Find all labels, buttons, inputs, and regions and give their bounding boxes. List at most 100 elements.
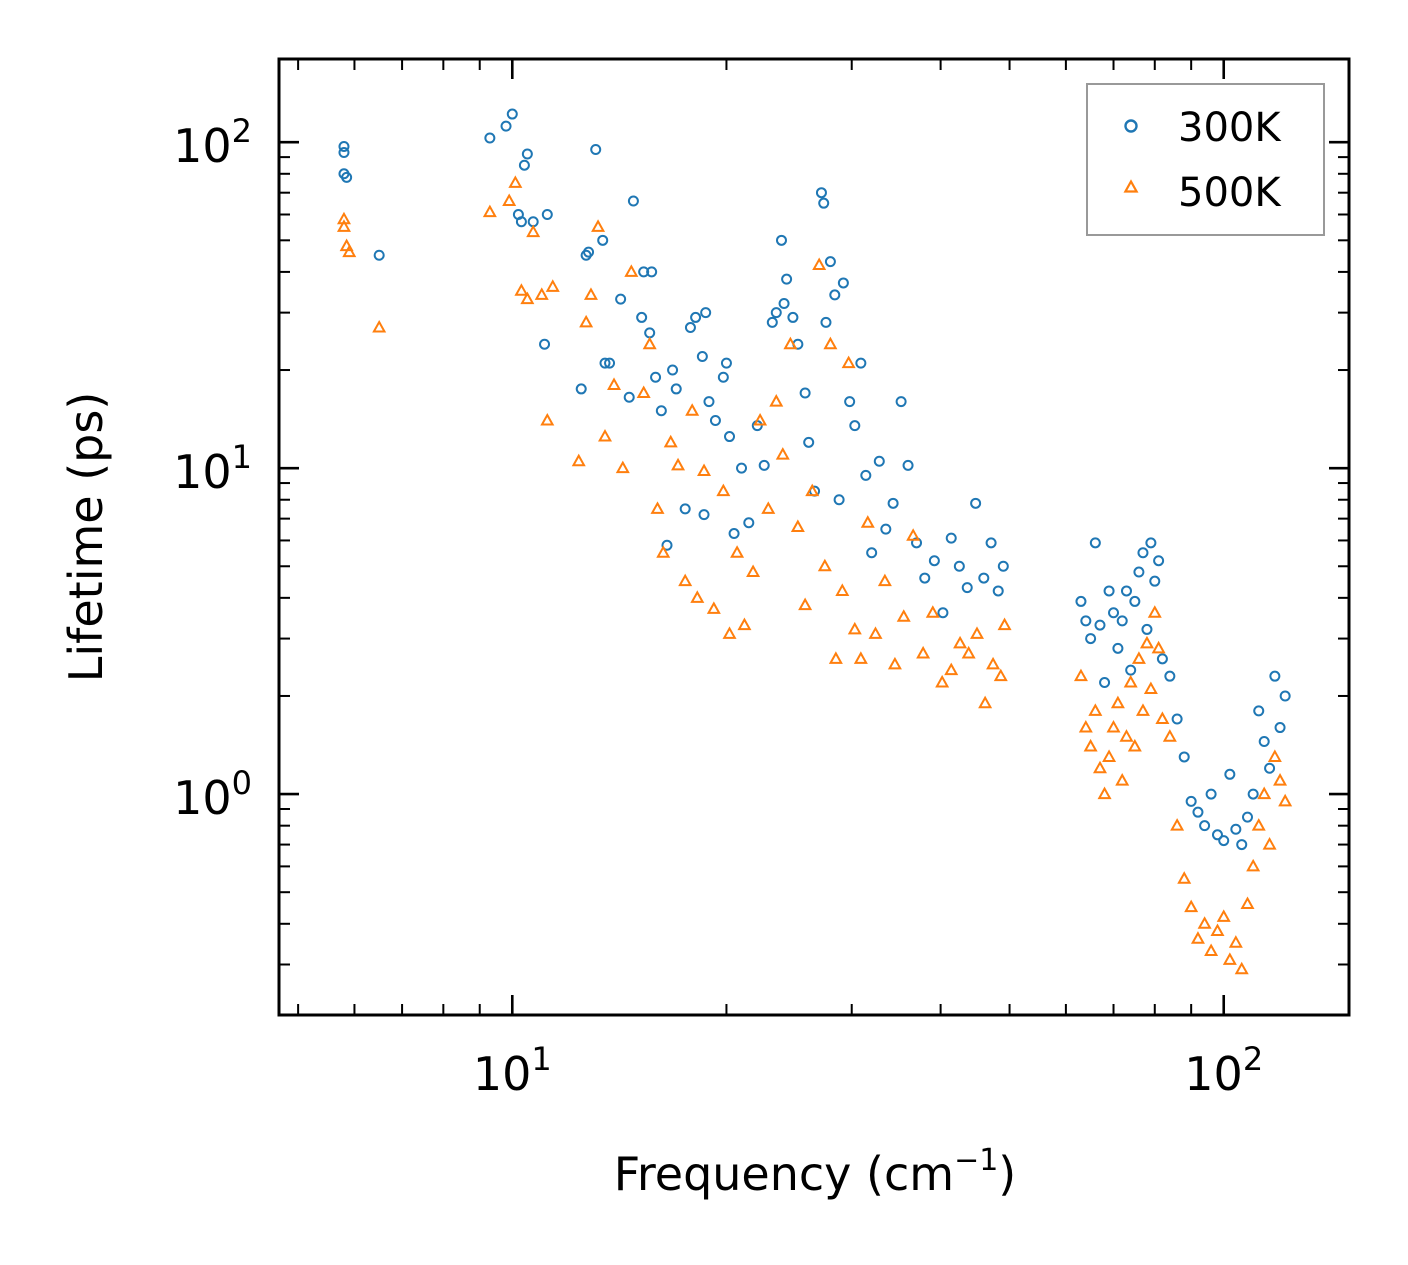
data-point <box>579 314 594 328</box>
data-point <box>1099 676 1111 688</box>
data-point <box>1273 773 1288 786</box>
data-point <box>650 371 662 383</box>
data-point <box>598 429 613 442</box>
data-point <box>541 209 553 221</box>
data-point <box>690 311 702 323</box>
data-point <box>1177 871 1192 884</box>
data-point <box>663 434 678 448</box>
data-point <box>1139 635 1154 649</box>
y-axis-title: Lifetime (ps) <box>59 392 113 683</box>
data-point <box>925 605 940 618</box>
data-point <box>937 607 949 619</box>
data-point <box>583 246 595 258</box>
data-point <box>1267 749 1282 762</box>
data-point <box>1115 773 1130 786</box>
data-point <box>661 539 673 551</box>
data-point <box>1080 615 1092 627</box>
data-point <box>1153 555 1165 567</box>
data-point <box>1151 640 1166 654</box>
data-point <box>1242 811 1254 823</box>
data-point <box>583 287 598 300</box>
y-axis-tick-labels: 100 101 102 <box>173 112 252 825</box>
data-point <box>1119 729 1134 742</box>
data-point <box>783 336 798 350</box>
data-point <box>1092 760 1107 774</box>
data-point <box>514 283 529 296</box>
data-point <box>521 148 533 160</box>
data-point <box>642 336 657 350</box>
data-point <box>518 159 530 171</box>
data-point <box>646 266 658 278</box>
data-point <box>728 528 740 540</box>
data-point <box>373 249 385 261</box>
data-point <box>1088 703 1103 716</box>
data-point <box>599 357 611 369</box>
y-tick-label: 102 <box>173 112 252 173</box>
data-point <box>722 626 737 639</box>
data-point <box>696 351 708 363</box>
data-point <box>812 257 827 271</box>
data-point <box>624 264 639 277</box>
data-point <box>1205 788 1217 800</box>
data-point <box>341 171 353 183</box>
data-point <box>615 460 630 474</box>
y-axis-ticks <box>279 140 1349 966</box>
data-point <box>906 528 921 541</box>
data-point <box>684 322 696 334</box>
data-point <box>1075 595 1087 607</box>
data-point <box>1162 729 1177 742</box>
data-point <box>720 357 732 369</box>
data-point <box>1211 829 1223 841</box>
data-point <box>1185 795 1197 807</box>
data-point <box>1247 788 1259 800</box>
data-point <box>730 545 745 558</box>
data-point <box>873 455 885 467</box>
data-point <box>1125 664 1137 676</box>
data-point <box>978 572 990 584</box>
data-point <box>656 545 671 558</box>
data-point <box>644 327 656 339</box>
data-point <box>986 656 1001 670</box>
data-point <box>919 572 931 584</box>
data-point <box>1269 670 1281 682</box>
data-point <box>338 141 350 153</box>
data-point <box>636 385 651 399</box>
data-point <box>790 519 805 532</box>
data-point <box>1190 931 1205 944</box>
data-point <box>655 405 667 417</box>
data-point <box>700 307 712 319</box>
data-point <box>828 651 843 664</box>
data-point <box>961 582 973 594</box>
data-point <box>997 617 1012 631</box>
data-point <box>336 219 351 232</box>
data-point <box>671 457 686 471</box>
data-point <box>698 509 710 521</box>
data-point <box>817 558 832 572</box>
data-point <box>1228 935 1243 948</box>
data-point <box>961 645 976 659</box>
data-point <box>1083 738 1098 752</box>
data-point <box>526 224 541 238</box>
legend-box <box>1086 83 1325 236</box>
data-point <box>1097 786 1112 800</box>
data-point <box>1137 547 1149 559</box>
data-point <box>1178 751 1190 763</box>
data-point <box>844 396 856 408</box>
data-point <box>758 459 770 471</box>
data-point <box>482 204 497 218</box>
data-point <box>877 573 892 587</box>
data-point <box>1197 916 1212 929</box>
data-point <box>539 338 551 350</box>
data-points <box>336 108 1293 975</box>
data-point <box>829 289 841 301</box>
data-point <box>338 146 350 158</box>
data-point <box>1278 793 1293 807</box>
x-tick-label: 101 <box>473 1040 552 1101</box>
x-tick-label: 102 <box>1184 1040 1263 1101</box>
data-point <box>945 532 957 544</box>
data-point <box>590 143 602 155</box>
data-point <box>706 601 721 614</box>
data-point <box>1164 670 1176 682</box>
data-point <box>1102 749 1117 762</box>
